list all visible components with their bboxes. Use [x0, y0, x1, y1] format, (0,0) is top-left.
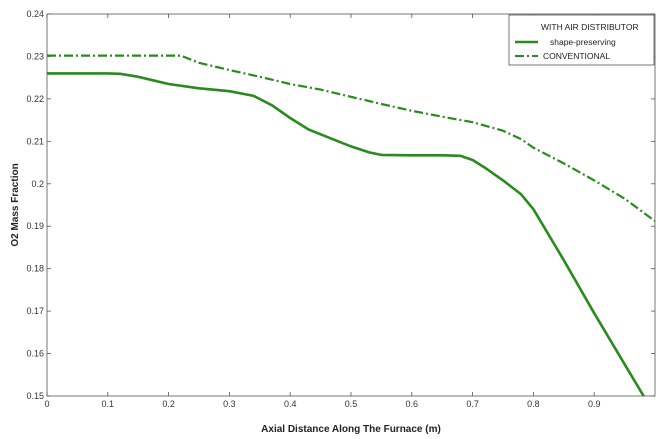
y-tick-label: 0.19	[26, 221, 44, 231]
y-tick-label: 0.24	[26, 9, 44, 19]
y-tick-label: 0.23	[26, 51, 44, 61]
y-tick-label: 0.16	[26, 349, 44, 359]
series-line-shape-preserving	[47, 72, 646, 396]
y-axis: 0.15 0.16 0.17 0.18 0.19 0.2 0.21 0.22 0.23 0.24	[26, 9, 655, 401]
legend: WITH AIR DISTRIBUTOR shape-preserving CO…	[508, 14, 655, 66]
y-axis-label: O2 Mass Fraction	[10, 163, 21, 246]
series-line-conventional	[47, 54, 655, 222]
x-tick-label: 0.2	[162, 399, 175, 409]
y-tick-label: 0.18	[26, 264, 44, 274]
legend-label-shape-preserving: shape-preserving	[550, 37, 616, 47]
series-lines	[47, 54, 655, 396]
y-tick-label: 0.17	[26, 306, 44, 316]
x-tick-label: 0.6	[406, 399, 419, 409]
x-tick-label: 0.8	[527, 399, 540, 409]
x-axis-label: Axial Distance Along The Furnace (m)	[261, 424, 441, 435]
x-tick-label: 0.7	[466, 399, 479, 409]
legend-label-conventional: CONVENTIONAL	[543, 51, 610, 61]
y-tick-label: 0.2	[31, 179, 44, 189]
x-tick-label: 0.9	[588, 399, 601, 409]
x-tick-label: 0.3	[223, 399, 236, 409]
x-tick-label: 0	[44, 399, 49, 409]
x-tick-label: 0.4	[284, 399, 297, 409]
plot-area	[46, 13, 656, 397]
y-tick-label: 0.15	[26, 391, 44, 401]
legend-title: WITH AIR DISTRIBUTOR	[541, 22, 639, 32]
y-tick-label: 0.21	[26, 136, 44, 146]
x-tick-label: 0.5	[345, 399, 358, 409]
y-tick-label: 0.22	[26, 94, 44, 104]
x-tick-label: 0.1	[102, 399, 115, 409]
